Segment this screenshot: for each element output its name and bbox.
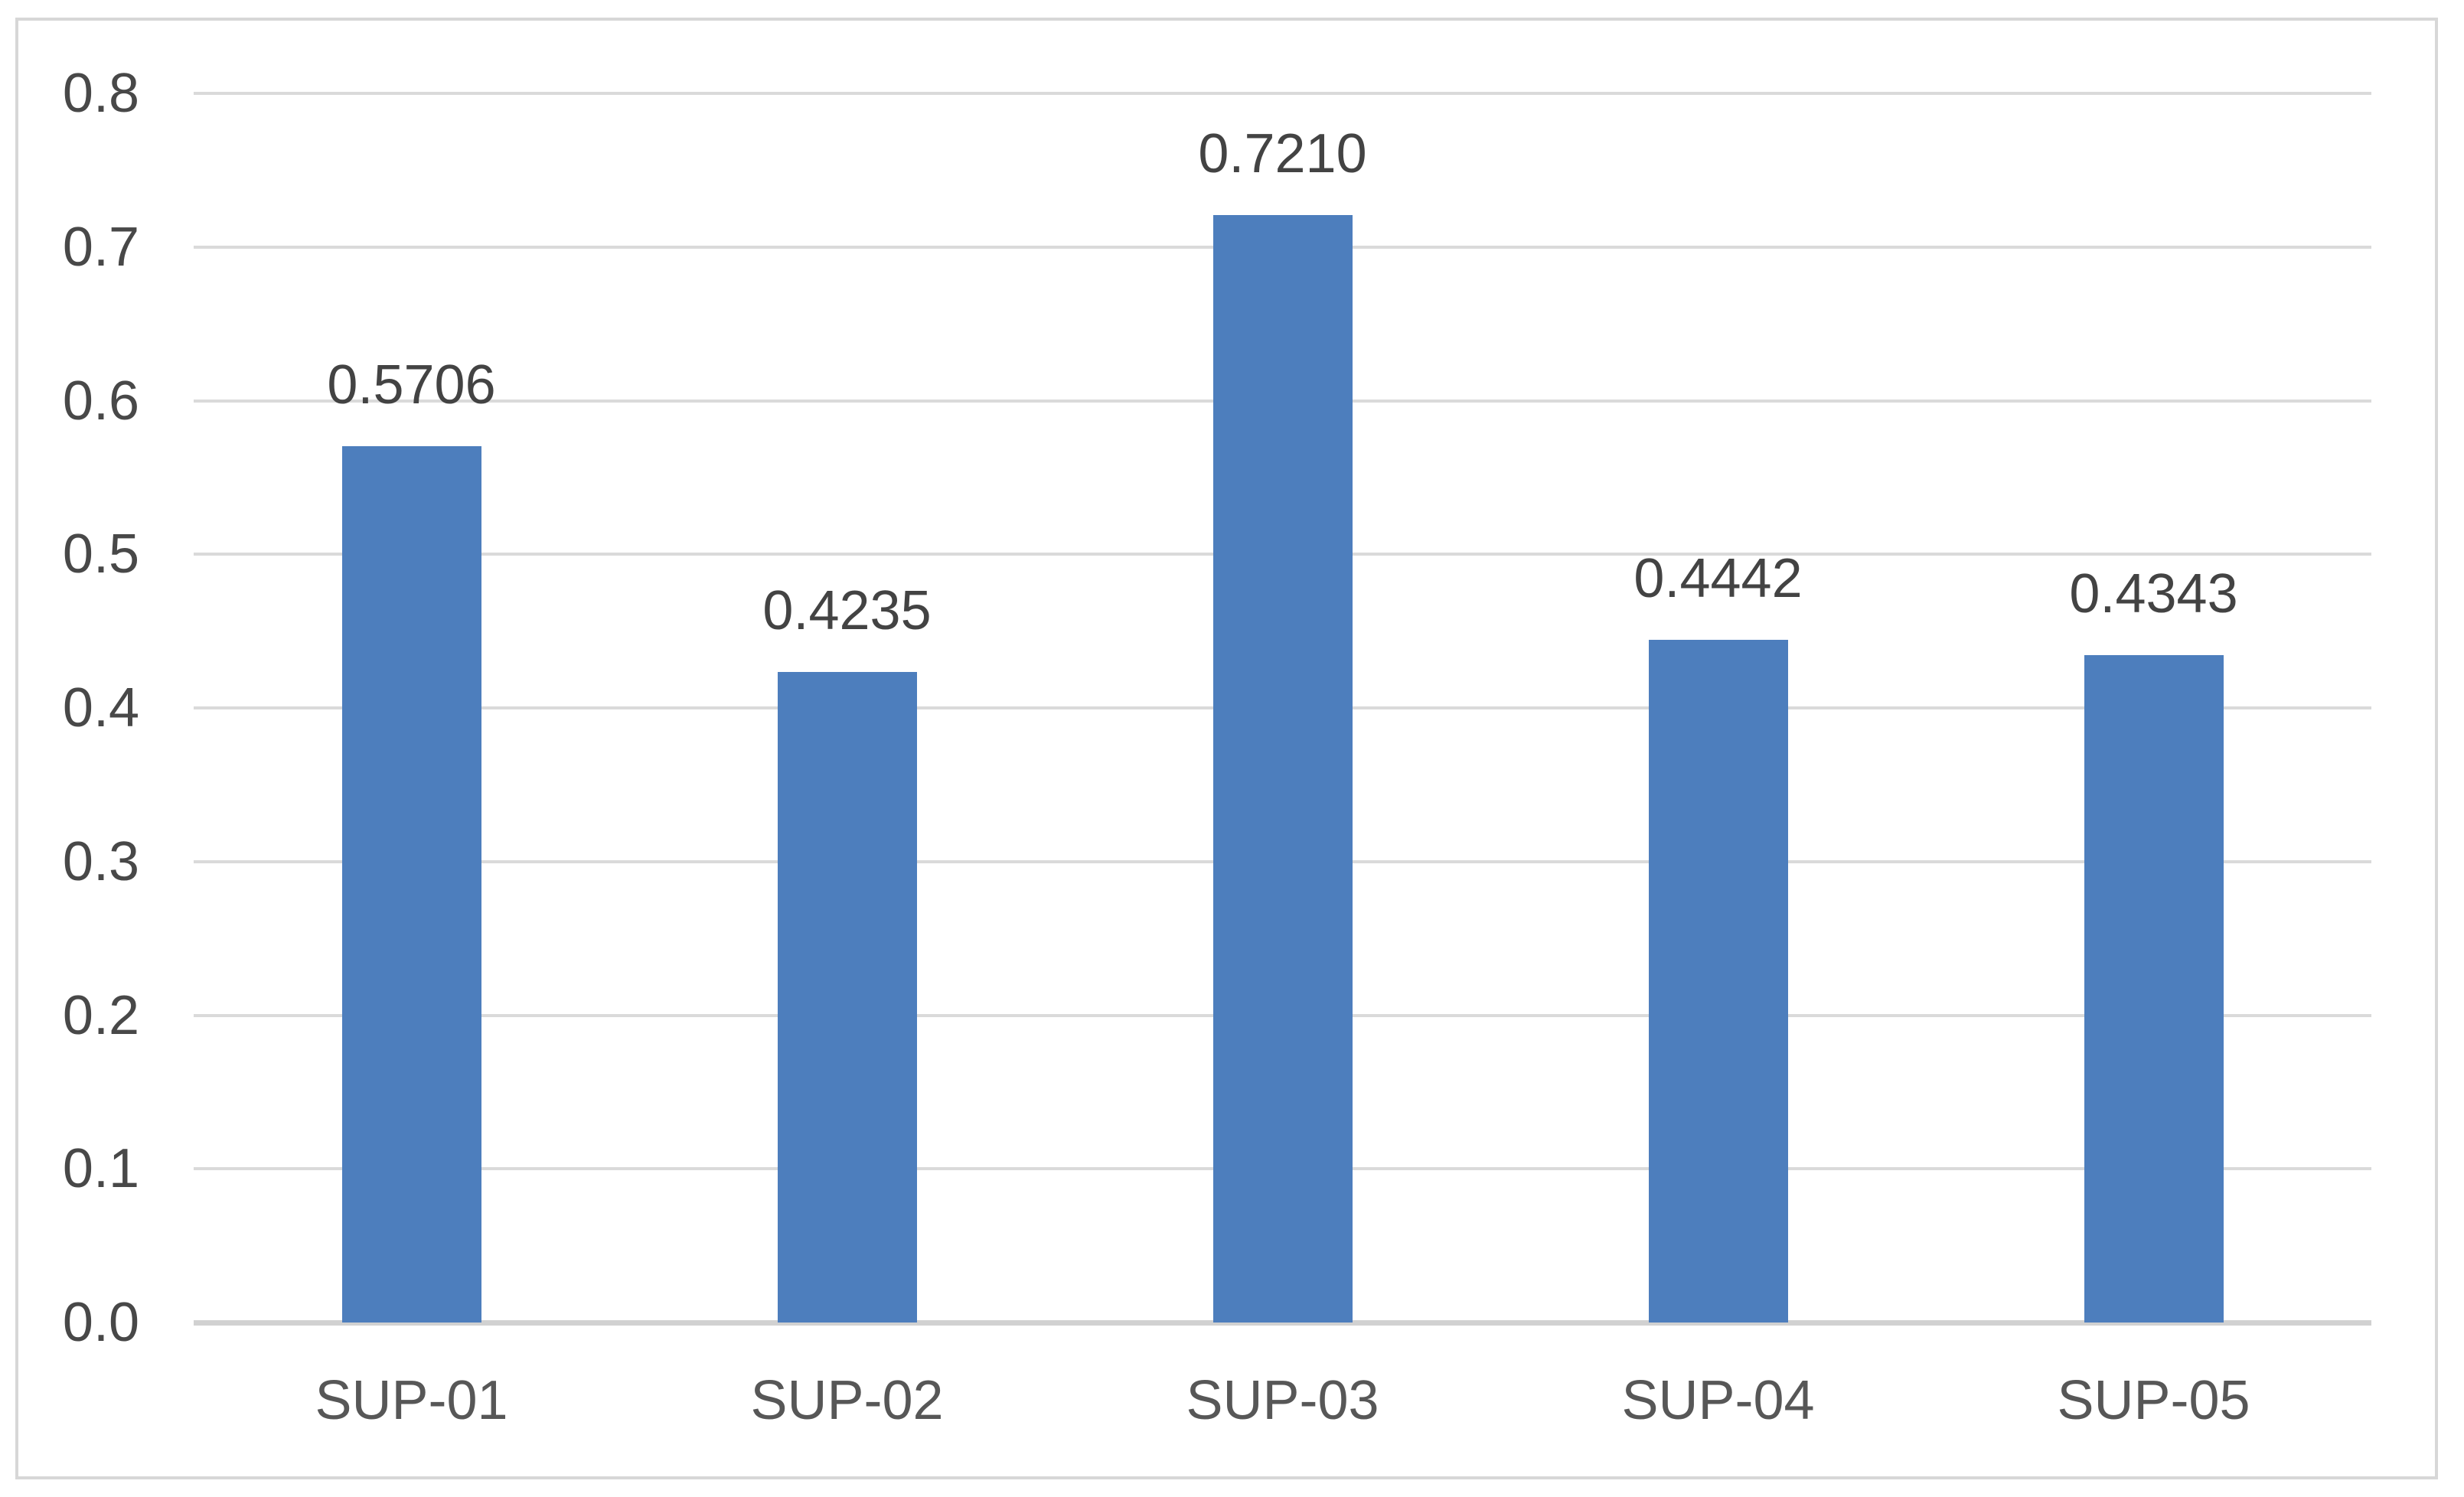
chart-frame-border: [15, 18, 2438, 1479]
x-axis-line: [194, 1320, 2371, 1326]
bar-sup-03: [1212, 214, 1353, 1323]
data-label-sup-02: 0.4235: [762, 579, 932, 641]
gridline: [194, 92, 2371, 95]
y-tick-label: 0.1: [62, 1138, 139, 1200]
x-category-label-sup-03: SUP-03: [1186, 1370, 1379, 1431]
y-tick-label: 0.7: [62, 216, 139, 278]
bar-sup-04: [1648, 640, 1788, 1323]
x-category-label-sup-04: SUP-04: [1621, 1370, 1815, 1431]
x-category-label-sup-02: SUP-02: [750, 1370, 944, 1431]
x-category-label-sup-05: SUP-05: [2057, 1370, 2250, 1431]
y-tick-label: 0.8: [62, 63, 139, 124]
bar-sup-05: [2084, 655, 2224, 1323]
data-label-sup-03: 0.7210: [1198, 122, 1367, 184]
x-category-label-sup-01: SUP-01: [315, 1370, 508, 1431]
y-tick-label: 0.0: [62, 1292, 139, 1353]
data-label-sup-01: 0.5706: [327, 354, 496, 416]
y-tick-label: 0.2: [62, 984, 139, 1046]
y-tick-label: 0.6: [62, 370, 139, 432]
data-label-sup-04: 0.4442: [1633, 548, 1803, 610]
y-tick-label: 0.5: [62, 523, 139, 585]
y-tick-label: 0.3: [62, 830, 139, 892]
data-label-sup-05: 0.4343: [2069, 563, 2238, 625]
bar-sup-02: [777, 671, 917, 1323]
y-tick-label: 0.4: [62, 677, 139, 739]
bar-sup-01: [341, 445, 481, 1323]
